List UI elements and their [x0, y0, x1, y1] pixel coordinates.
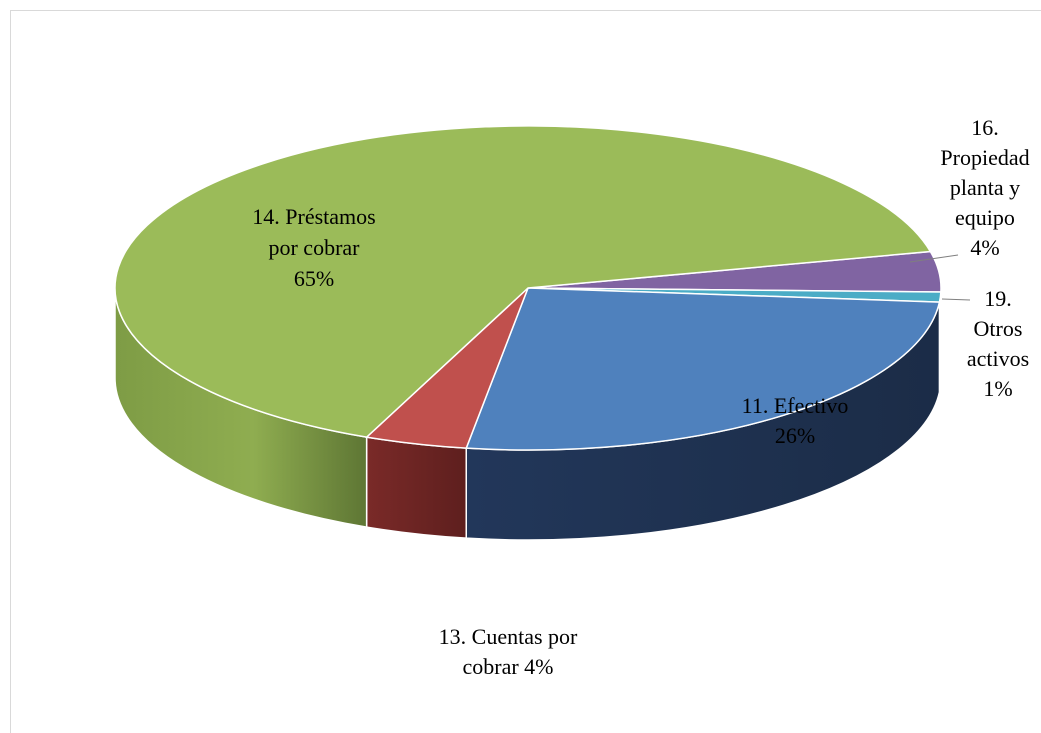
data-label-propiedad: 16. Propiedad planta y equipo 4%	[940, 115, 1029, 260]
data-label-propiedad-line: equipo	[955, 205, 1015, 230]
leader-line-propiedad	[909, 254, 959, 263]
data-label-prestamos: 14. Préstamos por cobrar 65%	[252, 204, 375, 291]
data-label-efectivo-line: 26%	[775, 423, 815, 448]
data-label-efectivo-line: 11. Efectivo	[742, 393, 849, 418]
data-label-cuentas: 13. Cuentas por cobrar 4%	[439, 624, 578, 679]
leader-line-otros	[941, 298, 971, 301]
data-label-otros: 19. Otros activos 1%	[967, 286, 1029, 401]
data-label-prestamos-line: por cobrar	[268, 235, 360, 260]
pie-slice-efectivo	[465, 287, 941, 451]
data-label-otros-line: Otros	[974, 316, 1023, 341]
data-label-propiedad-line: 16.	[971, 115, 999, 140]
data-label-propiedad-line: 4%	[970, 235, 999, 260]
data-label-prestamos-line: 65%	[294, 266, 334, 291]
data-label-cuentas-line: 13. Cuentas por	[439, 624, 578, 649]
pie-side-cuentas	[365, 436, 467, 539]
data-label-propiedad-line: Propiedad	[940, 145, 1029, 170]
data-label-cuentas-line: cobrar 4%	[462, 654, 553, 679]
data-label-otros-line: 19.	[984, 286, 1012, 311]
chart-area	[10, 10, 1041, 733]
data-label-propiedad-line: planta y	[950, 175, 1020, 200]
data-label-efectivo: 11. Efectivo 26%	[742, 393, 849, 448]
data-label-prestamos-line: 14. Préstamos	[252, 204, 375, 229]
data-label-otros-line: activos	[967, 346, 1029, 371]
pie-slice-prestamos	[114, 125, 932, 438]
data-label-otros-line: 1%	[983, 376, 1012, 401]
